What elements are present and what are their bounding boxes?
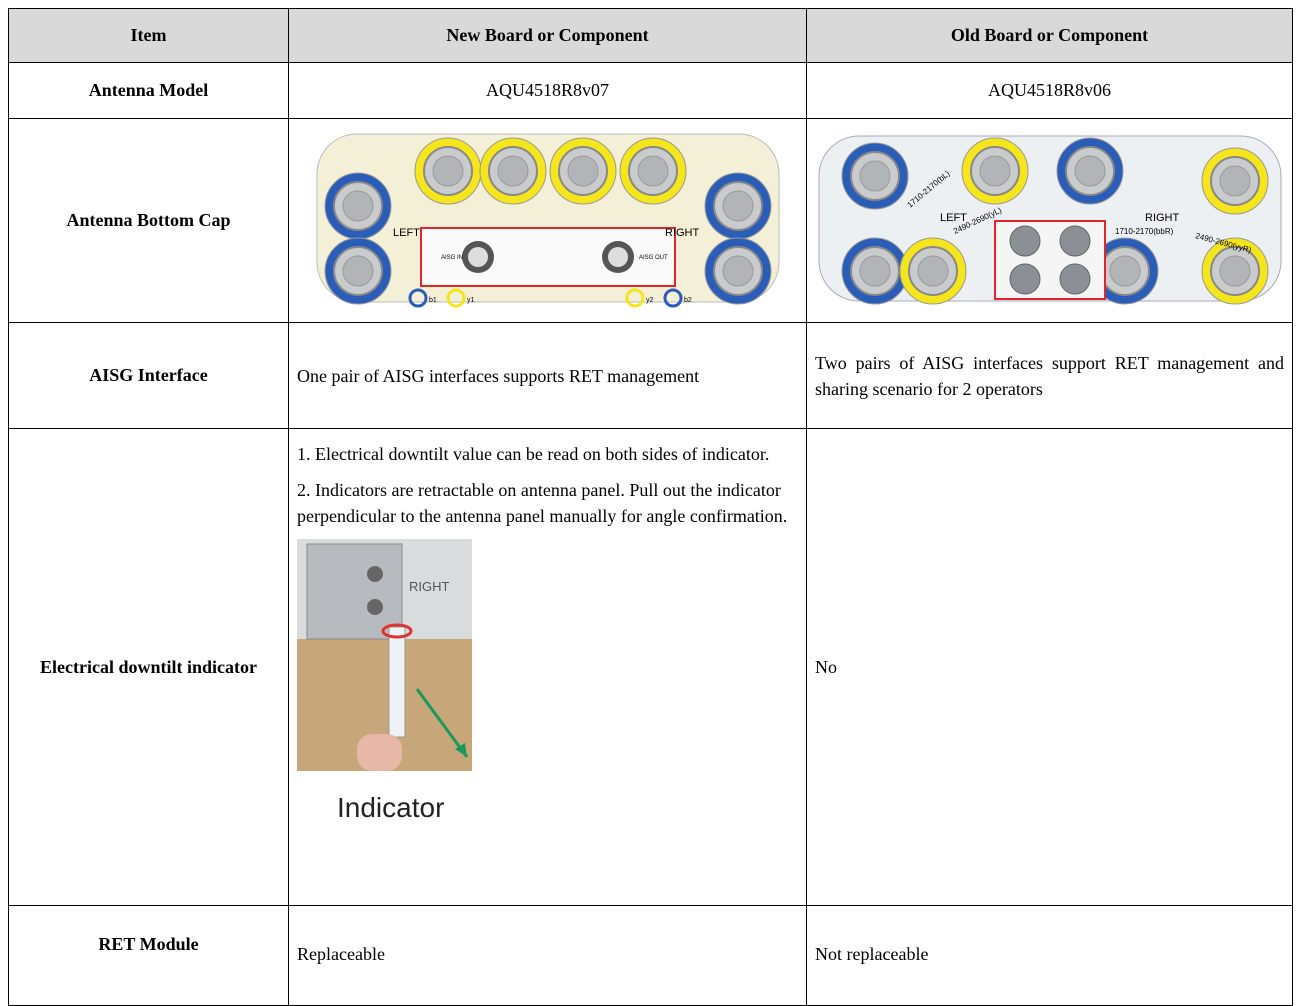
cell: 1. Electrical downtilt value can be read… (288, 428, 807, 906)
loop (446, 288, 465, 307)
row: Antenna Model AQU4518R8v07 AQU4518R8v06 (8, 62, 1293, 119)
ruler (388, 626, 406, 738)
row: Antenna Bottom Cap LEFT RIGHT AISG IN AISG … (8, 118, 1293, 323)
header-cell: New Board or Component (288, 8, 807, 63)
label: y2 (646, 297, 654, 304)
item-cell: Antenna Bottom Cap (8, 118, 289, 323)
cell: One pair of AISG interfaces supports RET… (288, 322, 807, 429)
arrow (415, 688, 469, 758)
connector (1009, 225, 1041, 256)
cell: No (806, 428, 1293, 906)
port-inner (637, 155, 668, 186)
item-cell: Electrical downtilt indicator (8, 428, 289, 906)
label: RIGHT (1145, 212, 1180, 224)
comparison-table: Item New Board or Component Old Board or… (8, 8, 1293, 1006)
loop (408, 288, 427, 307)
paragraph: 2. Indicators are retractable on antenna… (297, 480, 788, 526)
label: LEFT (940, 212, 967, 224)
row: RET Module Replaceable Not replaceable (8, 905, 1293, 1006)
label: Indicator (337, 792, 444, 823)
port-inner (917, 255, 949, 286)
cell: LEFT RIGHT AISG IN AISG OUT b1 y1 y2 b2 (288, 118, 807, 323)
header-cell: Item (8, 8, 289, 63)
indicator-image: RIGHT Indicator (297, 539, 472, 823)
screw (367, 566, 383, 582)
label: LEFT (393, 227, 420, 239)
cell: AQU4518R8v06 (806, 62, 1293, 119)
port-inner (1219, 255, 1251, 286)
connector-pin (467, 246, 488, 267)
label: RIGHT (665, 227, 700, 239)
new-cap-image: LEFT RIGHT AISG IN AISG OUT b1 y1 y2 b2 (316, 133, 779, 307)
port-inner (722, 255, 753, 286)
port-inner (979, 155, 1011, 186)
connector (1059, 263, 1091, 294)
aisg-box (994, 219, 1106, 300)
port-inner (1074, 155, 1106, 186)
screw (367, 599, 383, 615)
header-row: Item New Board or Component Old Board or… (8, 8, 1293, 63)
connector (1059, 225, 1091, 256)
item-cell: RET Module (8, 905, 289, 1006)
label: RIGHT (409, 579, 450, 594)
port-inner (342, 190, 373, 221)
loop (663, 288, 682, 307)
cell: Replaceable (288, 905, 807, 1006)
port-inner (859, 255, 891, 286)
label: AISG OUT (639, 255, 668, 261)
paragraph: 1. Electrical downtilt value can be read… (297, 444, 770, 464)
connector (1009, 263, 1041, 294)
bracket (306, 543, 403, 640)
ring (381, 623, 413, 639)
port-inner (859, 160, 891, 191)
port-inner (1219, 165, 1251, 196)
port-inner (342, 255, 373, 286)
port-inner (567, 155, 598, 186)
label: y1 (467, 297, 475, 304)
port-inner (432, 155, 463, 186)
label: 1710-2170(bbR) (1115, 227, 1174, 236)
cell: LEFT RIGHT 1710-2170(bL) 2490-2690(yL) 1710-… (806, 118, 1293, 323)
item-cell: Antenna Model (8, 62, 289, 119)
row: AISG Interface One pair of AISG interfac… (8, 322, 1293, 429)
port-inner (722, 190, 753, 221)
arrow-head (455, 743, 467, 757)
row: Electrical downtilt indicator 1. Electri… (8, 428, 1293, 906)
cell: AQU4518R8v07 (288, 62, 807, 119)
document: Item New Board or Component Old Board or… (8, 8, 1293, 1006)
connector-pin (607, 246, 628, 267)
cell: Not replaceable (806, 905, 1293, 1006)
header-cell: Old Board or Component (806, 8, 1293, 63)
label: AISG IN (441, 255, 463, 261)
loop (625, 288, 644, 307)
finger (357, 734, 402, 771)
port-inner (1109, 255, 1141, 286)
item-cell: AISG Interface (8, 322, 289, 429)
label: b1 (429, 297, 437, 304)
port-inner (497, 155, 528, 186)
cell: Two pairs of AISG interfaces support RET… (806, 322, 1293, 429)
label: b2 (684, 297, 692, 304)
